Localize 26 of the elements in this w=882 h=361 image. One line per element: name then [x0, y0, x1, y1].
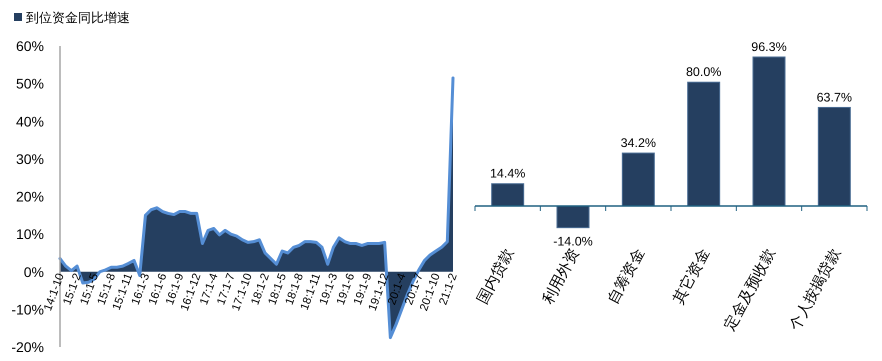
- y-tick-label: -20%: [11, 339, 44, 355]
- y-tick-label: 30%: [16, 150, 44, 167]
- data-label: 80.0%: [686, 65, 722, 80]
- data-label: 34.2%: [620, 136, 656, 150]
- x-tick-label: 自筹资金: [604, 246, 648, 307]
- data-label: 96.3%: [751, 40, 787, 54]
- bar: [818, 106, 851, 206]
- data-label: 14.4%: [490, 166, 526, 181]
- bar: [556, 206, 590, 228]
- x-tick-label: 国内贷款: [474, 246, 518, 307]
- y-tick-label: 50%: [16, 76, 44, 92]
- x-tick-label: 个人按揭贷款: [786, 246, 844, 334]
- bar: [752, 56, 786, 206]
- y-tick-label: 0%: [24, 264, 44, 280]
- y-tick-label: 10%: [16, 226, 44, 242]
- bar: [491, 183, 524, 206]
- x-tick-label: 其它资金: [670, 246, 714, 307]
- y-tick-label: 20%: [16, 188, 44, 204]
- y-tick-label: 60%: [16, 38, 44, 54]
- y-tick-label: 40%: [16, 113, 44, 130]
- legend-label: 到位资金同比增速: [26, 11, 130, 26]
- x-tick-label: 定金及预收款: [721, 246, 779, 334]
- bar: [622, 152, 655, 206]
- bar: [687, 82, 720, 206]
- data-label: 63.7%: [816, 90, 852, 104]
- y-tick-label: -10%: [11, 301, 44, 318]
